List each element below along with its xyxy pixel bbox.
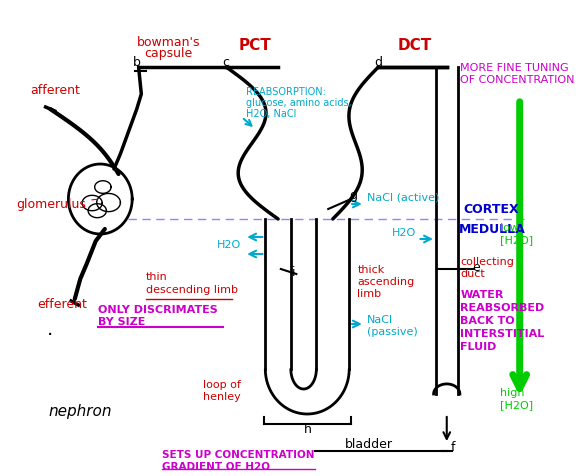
Text: BY SIZE: BY SIZE [97,317,145,327]
Text: loop of: loop of [203,379,240,389]
Text: glomerulus: glomerulus [16,198,97,211]
Text: ONLY DISCRIMATES: ONLY DISCRIMATES [97,304,217,314]
Text: NaCl (active): NaCl (active) [366,193,439,203]
Text: thick: thick [357,265,384,275]
Text: i: i [292,266,295,279]
Text: bowman's: bowman's [137,35,200,49]
Text: H2O: H2O [216,239,241,249]
Text: WATER: WATER [461,289,504,299]
Text: b: b [133,56,141,69]
Text: H2O: H2O [391,228,415,238]
Text: NaCl: NaCl [366,314,393,324]
Text: H2O, NaCl: H2O, NaCl [246,109,297,119]
Text: (passive): (passive) [366,327,417,336]
Text: h: h [304,423,312,436]
Text: SETS UP CONCENTRATION: SETS UP CONCENTRATION [162,449,315,459]
Text: ascending: ascending [357,277,415,287]
Text: GRADIENT OF H2O: GRADIENT OF H2O [162,461,270,471]
Text: REABSORPTION:: REABSORPTION: [246,87,326,97]
Text: [H2O]: [H2O] [500,235,533,245]
Text: g: g [349,189,357,202]
Text: PCT: PCT [239,38,272,52]
Text: collecting: collecting [461,257,515,267]
Text: low: low [500,223,519,232]
Text: high: high [500,387,524,397]
Text: OF CONCENTRATION: OF CONCENTRATION [461,75,575,85]
Text: glucose, amino acids,: glucose, amino acids, [246,98,352,108]
Text: .: . [47,320,53,339]
Text: descending limb: descending limb [146,284,238,294]
Text: [H2O]: [H2O] [500,399,533,409]
Text: nephron: nephron [49,404,112,418]
Text: FLUID: FLUID [461,341,497,351]
Text: afferent: afferent [30,83,80,96]
Text: c: c [223,56,230,69]
Text: BACK TO: BACK TO [461,315,515,325]
Text: e: e [472,261,480,274]
Text: MORE FINE TUNING: MORE FINE TUNING [461,63,569,73]
Text: f: f [451,441,455,454]
Text: henley: henley [203,391,240,401]
Text: DCT: DCT [398,38,432,52]
Text: efferent: efferent [37,298,87,311]
Text: CORTEX: CORTEX [463,203,519,216]
Text: duct: duct [461,268,485,278]
Text: thin: thin [146,271,168,281]
Text: d: d [374,56,383,69]
Text: REABSORBED: REABSORBED [461,302,544,312]
Text: limb: limb [357,288,381,298]
Text: MEDULLA: MEDULLA [459,223,526,236]
Text: capsule: capsule [145,48,193,60]
Text: INTERSTITIAL: INTERSTITIAL [461,328,544,338]
Text: bladder: bladder [345,437,393,451]
